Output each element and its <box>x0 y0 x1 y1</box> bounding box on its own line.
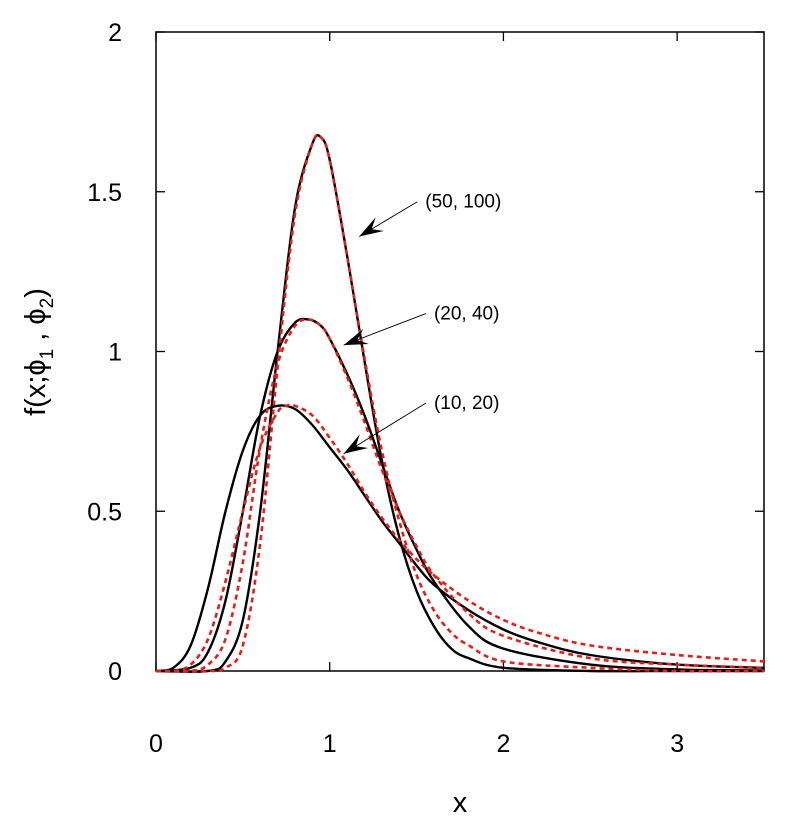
ticks: 0 1 2 3 0 0.5 1 1.5 2 <box>87 19 764 758</box>
annotations: (50, 100) (20, 40) (10, 20) <box>343 192 501 455</box>
x-tick-label: 2 <box>496 730 510 758</box>
y-tick-label: 0 <box>108 658 122 686</box>
y-tick-label: 1.5 <box>87 179 122 207</box>
y-tick-label: 2 <box>108 19 122 47</box>
annotation-arrow-line <box>343 402 427 455</box>
y-axis-title: f(x;ϕ1 , ϕ2) <box>20 288 58 416</box>
x-tick-label: 3 <box>670 730 684 758</box>
annotation-arrowhead <box>343 329 369 346</box>
series-line-dashed <box>155 133 765 673</box>
x-tick-label: 0 <box>149 730 163 758</box>
annotation-label: (20, 40) <box>434 304 499 325</box>
y-tick-label: 1 <box>108 339 122 367</box>
plot-frame <box>155 31 765 672</box>
annotation-label: (10, 20) <box>434 393 499 414</box>
annotation-label: (50, 100) <box>425 192 501 213</box>
annotation-arrowhead <box>359 217 384 237</box>
series-line-solid <box>155 317 765 673</box>
y-tick-label: 0.5 <box>87 498 122 526</box>
annotation-arrow-line <box>343 313 427 346</box>
series-line-dashed <box>155 318 765 673</box>
x-tick-label: 1 <box>323 730 337 758</box>
svg-text:f(x;ϕ1 , ϕ2): f(x;ϕ1 , ϕ2) <box>20 288 58 416</box>
series-line-solid <box>155 404 765 673</box>
x-axis-title: x <box>453 787 468 819</box>
annotation-arrowhead <box>343 434 369 454</box>
series-line-dashed <box>155 403 765 673</box>
curves <box>155 133 765 673</box>
